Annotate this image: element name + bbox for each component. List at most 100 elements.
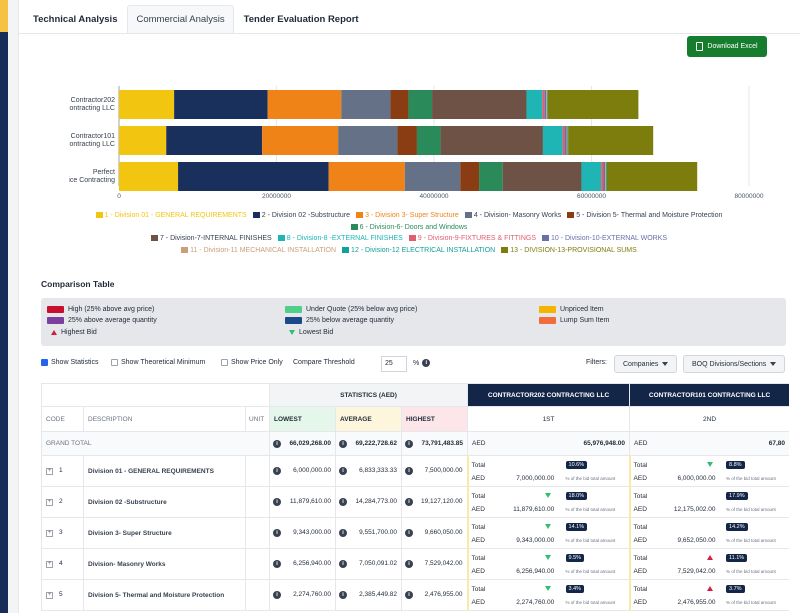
bar-segment xyxy=(178,162,329,191)
grand-total-average: i 69,222,728.62 xyxy=(335,431,403,456)
row-average: i 2,385,449.82 xyxy=(335,579,403,611)
expand-icon[interactable]: + xyxy=(46,499,53,506)
row-description: Division 02 -Substructure xyxy=(83,486,246,518)
contractor202-header: CONTRACTOR202 CONTRACTING LLC xyxy=(467,383,631,407)
highest-bid-icon xyxy=(706,585,713,591)
tab-commercial-analysis[interactable]: Commercial Analysis xyxy=(127,5,234,33)
info-icon[interactable]: i xyxy=(405,560,414,568)
tab-technical-analysis[interactable]: Technical Analysis xyxy=(33,14,118,25)
info-icon[interactable]: i xyxy=(339,439,348,448)
col-contractor101-rank: 2ND xyxy=(629,406,789,432)
info-icon[interactable]: i xyxy=(422,359,431,367)
legend-item[interactable]: 11 - Division-11 MECHANICAL INSTALLATION xyxy=(181,245,336,257)
legend-item[interactable]: 3 - Division 3- Super Structure xyxy=(356,210,459,222)
row-unit xyxy=(244,548,271,580)
info-icon[interactable]: i xyxy=(339,498,348,506)
percent-badge: 10.6% xyxy=(565,461,588,469)
legend-item[interactable]: 7 - Division-7-INTERNAL FINISHES xyxy=(150,233,272,245)
info-icon[interactable]: i xyxy=(339,529,348,537)
info-icon[interactable]: i xyxy=(273,439,282,448)
legend-item[interactable]: 13 - DIVISION-13-PROVISIONAL SUMS xyxy=(501,245,637,257)
percent-badge: 9.5% xyxy=(565,554,585,562)
info-icon[interactable]: i xyxy=(273,498,282,506)
info-icon[interactable]: i xyxy=(273,560,282,568)
col-unit: UNIT xyxy=(244,406,271,432)
key-swatch xyxy=(539,306,556,313)
tab-bar: Technical Analysis Commercial Analysis T… xyxy=(19,0,800,34)
info-icon[interactable]: i xyxy=(339,560,348,568)
show-theoretical-checkbox[interactable]: Show Theoretical Minimum xyxy=(111,359,205,366)
legend-label: 6 - Division-6- Doors and Windows xyxy=(359,223,468,231)
aed-label: AED xyxy=(633,505,647,513)
info-icon[interactable]: i xyxy=(273,529,282,537)
expand-icon[interactable]: + xyxy=(46,592,53,599)
legend-swatch xyxy=(408,235,416,242)
bar-segment xyxy=(547,90,639,119)
legend-item[interactable]: 4 - Division- Masonry Works xyxy=(464,210,561,222)
legend-item[interactable]: 1 - Division 01 - GENERAL REQUIREMENTS xyxy=(95,210,247,222)
info-icon[interactable]: i xyxy=(405,439,414,448)
key-unpriced: Unpriced Item xyxy=(539,306,604,313)
table-controls: Show Statistics Show Theoretical Minimum… xyxy=(41,355,791,375)
tab-tender-evaluation-report[interactable]: Tender Evaluation Report xyxy=(243,14,359,25)
row-code: +1 xyxy=(41,455,84,487)
file-icon xyxy=(696,42,704,51)
value: 66,029,268.00 xyxy=(289,439,332,447)
key-below-qty: 25% below average quantity xyxy=(285,317,394,324)
row-code: +5 xyxy=(41,579,84,611)
percent-badge: 3.7% xyxy=(726,585,745,593)
info-icon[interactable]: i xyxy=(273,591,282,599)
info-icon[interactable]: i xyxy=(405,467,414,475)
percent-caption: % of the bid total amount xyxy=(726,506,776,512)
threshold-input[interactable]: 25 xyxy=(381,356,407,372)
legend-label: 9 - Division-9-FIXTURES & FITTINGS xyxy=(417,235,536,242)
lowest-bid-icon xyxy=(545,492,552,498)
legend-item[interactable]: 9 - Division-9-FIXTURES & FITTINGS xyxy=(408,233,536,245)
expand-icon[interactable]: + xyxy=(46,561,53,568)
show-statistics-checkbox[interactable]: Show Statistics xyxy=(41,359,98,366)
total-label: Total xyxy=(471,492,486,500)
legend-item[interactable]: 12 - Division-12 ELECTRICAL INSTALLATION xyxy=(342,245,495,257)
main-panel: Technical Analysis Commercial Analysis T… xyxy=(18,0,800,613)
highest-bid-icon xyxy=(706,554,713,560)
bar-segment xyxy=(479,162,503,191)
comparison-table: STATISTICS (AED) CONTRACTOR202 CONTRACTI… xyxy=(41,383,789,613)
highest-bid-icon xyxy=(51,330,57,335)
aed-label: AED xyxy=(471,536,485,544)
col-code: CODE xyxy=(41,406,84,432)
info-icon[interactable]: i xyxy=(405,498,414,506)
key-label: 25% below average quantity xyxy=(306,317,394,324)
bid-value: 9,343,000.00 xyxy=(516,536,555,544)
companies-dropdown[interactable]: Companies xyxy=(614,355,678,373)
row-highest: i 9,660,050.00 xyxy=(401,517,469,549)
legend-item[interactable]: 8 - Division-8 -EXTERNAL FINISHES xyxy=(277,233,403,245)
info-icon[interactable]: i xyxy=(273,467,282,475)
info-icon[interactable]: i xyxy=(405,529,414,537)
row-unit xyxy=(244,455,271,487)
x-tick-label: 40000000 xyxy=(420,193,449,200)
unit-label: % xyxy=(413,359,420,367)
row-description: Division 5- Thermal and Moisture Protect… xyxy=(83,579,246,611)
legend-item[interactable]: 5 - Division 5- Thermal and Moisture Pro… xyxy=(567,210,722,222)
download-excel-button[interactable]: Download Excel xyxy=(687,36,767,57)
row-contractor202-bid: Total 10.6% AED 7,000,000.00 % of the bi… xyxy=(466,455,631,487)
show-price-only-checkbox[interactable]: Show Price Only xyxy=(221,359,283,366)
expand-icon[interactable]: + xyxy=(46,468,53,475)
info-icon[interactable]: i xyxy=(405,591,414,599)
key-label: Highest Bid xyxy=(61,329,97,336)
col-average: AVERAGE xyxy=(335,406,403,432)
boq-divisions-dropdown[interactable]: BOQ Divisions/Sections xyxy=(683,355,786,373)
expand-icon[interactable]: + xyxy=(46,530,53,537)
key-label: Under Quote (25% below avg price) xyxy=(306,306,418,313)
legend-item[interactable]: 10 - Division-10-EXTERNAL WORKS xyxy=(542,233,667,245)
legend-item[interactable]: 6 - Division-6- Doors and Windows xyxy=(350,222,468,234)
bar-segment xyxy=(432,90,527,119)
legend-swatch xyxy=(277,235,285,242)
info-icon[interactable]: i xyxy=(339,467,348,475)
aed-label: AED xyxy=(633,567,647,575)
legend-label: 8 - Division-8 -EXTERNAL FINISHES xyxy=(286,235,403,242)
bar-segment xyxy=(416,126,441,155)
lowest-bid-icon xyxy=(545,554,552,560)
legend-item[interactable]: 2 - Division 02 -Substructure xyxy=(252,210,350,222)
info-icon[interactable]: i xyxy=(339,591,348,599)
